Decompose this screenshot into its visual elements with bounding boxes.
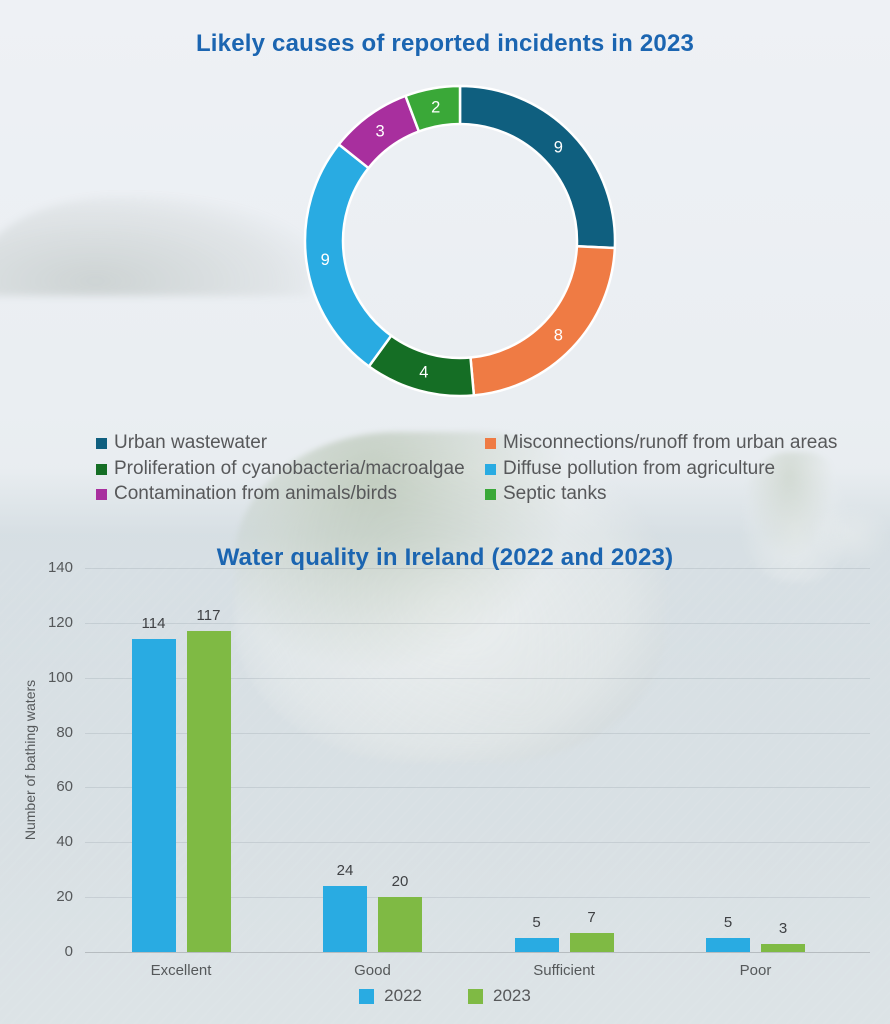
y-tick-label: 80 bbox=[56, 723, 73, 741]
bar-value-label: 7 bbox=[587, 909, 596, 926]
legend-swatch bbox=[468, 988, 483, 1004]
legend-swatch bbox=[485, 489, 496, 501]
donut-chart-title: Likely causes of reported incidents in 2… bbox=[195, 30, 695, 57]
bar-value-label: 5 bbox=[723, 914, 733, 931]
legend-item: Misconnections/runoff from urban areas bbox=[485, 431, 837, 456]
bar-value-label: 20 bbox=[391, 873, 409, 890]
bar-good-2022 bbox=[323, 886, 367, 952]
legend-label: 2022 bbox=[384, 986, 422, 1005]
donut-segment-value: 9 bbox=[321, 251, 330, 269]
legend-label: Septic tanks bbox=[503, 483, 607, 504]
bar-chart-plot-area: 0 20 40 60 80 100 120 140 114 117 Excellent 24 20 Goo… bbox=[48, 559, 870, 979]
legend-item: Proliferation of cyanobacteria/macroalga… bbox=[96, 457, 485, 482]
y-tick-label: 100 bbox=[47, 668, 73, 686]
category-label-poor: Poor bbox=[739, 962, 772, 979]
category-label-good: Good bbox=[354, 962, 391, 979]
legend-item: Urban wastewater bbox=[96, 431, 485, 456]
bar-excellent-2022 bbox=[131, 639, 176, 952]
bar-value-label: 24 bbox=[336, 862, 354, 879]
legend-swatch bbox=[359, 988, 375, 1004]
donut-chart: 9 8 4 9 3 2 bbox=[303, 84, 617, 398]
bar-chart-title: Water quality in Ireland (2022 and 2023) bbox=[216, 544, 674, 571]
bar-sufficient-2022 bbox=[514, 938, 559, 952]
legend-label: Urban wastewater bbox=[114, 432, 268, 453]
gridline-60 bbox=[85, 787, 870, 789]
legend-swatch bbox=[96, 489, 107, 501]
legend-item: Septic tanks bbox=[485, 482, 837, 507]
bar-poor-2023 bbox=[761, 944, 805, 952]
legend-label: Contamination from animals/birds bbox=[114, 483, 398, 504]
gridline-140 bbox=[85, 568, 870, 569]
donut-segment-value: 3 bbox=[376, 123, 385, 141]
donut-chart-legend: Urban wastewater Misconnections/runoff fr… bbox=[96, 431, 837, 507]
gridline-40 bbox=[85, 842, 870, 844]
legend-label: Diffuse pollution from agriculture bbox=[503, 457, 776, 479]
y-tick-label: 0 bbox=[64, 943, 73, 960]
y-tick-label: 140 bbox=[47, 559, 73, 576]
donut-segment-0 bbox=[458, 84, 617, 250]
bar-value-label: 114 bbox=[141, 615, 166, 632]
bar-value-label: 117 bbox=[196, 607, 221, 624]
bar-sufficient-2023 bbox=[569, 933, 614, 952]
legend-swatch bbox=[485, 438, 496, 450]
legend-label: Proliferation of cyanobacteria/macroalga… bbox=[114, 457, 465, 479]
donut-segment-5 bbox=[404, 84, 462, 133]
gridline-100 bbox=[85, 677, 870, 679]
y-tick-label: 40 bbox=[56, 833, 73, 851]
legend-swatch bbox=[96, 438, 107, 450]
legend-label: 2023 bbox=[493, 986, 531, 1005]
y-tick-label: 120 bbox=[47, 613, 73, 631]
bar-excellent-2023 bbox=[186, 631, 231, 952]
bar-chart-legend: 2022 2023 bbox=[0, 986, 890, 1006]
legend-swatch bbox=[485, 463, 496, 475]
legend-item: Contamination from animals/birds bbox=[96, 482, 485, 507]
donut-segment-value: 2 bbox=[431, 99, 440, 117]
bar-value-label: 3 bbox=[778, 920, 788, 937]
legend-label: Misconnections/runoff from urban areas bbox=[503, 432, 838, 453]
donut-segment-value: 8 bbox=[554, 327, 563, 345]
legend-item-2022: 2022 bbox=[359, 986, 422, 1006]
donut-segment-value: 4 bbox=[419, 364, 428, 382]
gridline-80 bbox=[85, 732, 870, 734]
category-label-sufficient: Sufficient bbox=[533, 962, 595, 979]
donut-segment-value: 9 bbox=[554, 139, 563, 157]
y-axis-label: Number of bathing waters bbox=[22, 679, 38, 841]
y-tick-label: 60 bbox=[56, 778, 73, 796]
donut-segment-3 bbox=[303, 143, 393, 368]
y-tick-label: 20 bbox=[56, 888, 73, 906]
donut-segment-1 bbox=[469, 245, 617, 397]
legend-swatch bbox=[96, 463, 107, 475]
bar-poor-2022 bbox=[706, 938, 750, 952]
bar-value-label: 5 bbox=[532, 914, 541, 931]
background-headland bbox=[0, 196, 310, 296]
category-label-excellent: Excellent bbox=[150, 962, 212, 979]
legend-item: Diffuse pollution from agriculture bbox=[485, 457, 837, 482]
gridline-20 bbox=[85, 897, 870, 899]
bar-good-2023 bbox=[378, 897, 422, 952]
gridline-120 bbox=[85, 622, 870, 624]
legend-item-2023: 2023 bbox=[468, 986, 531, 1006]
